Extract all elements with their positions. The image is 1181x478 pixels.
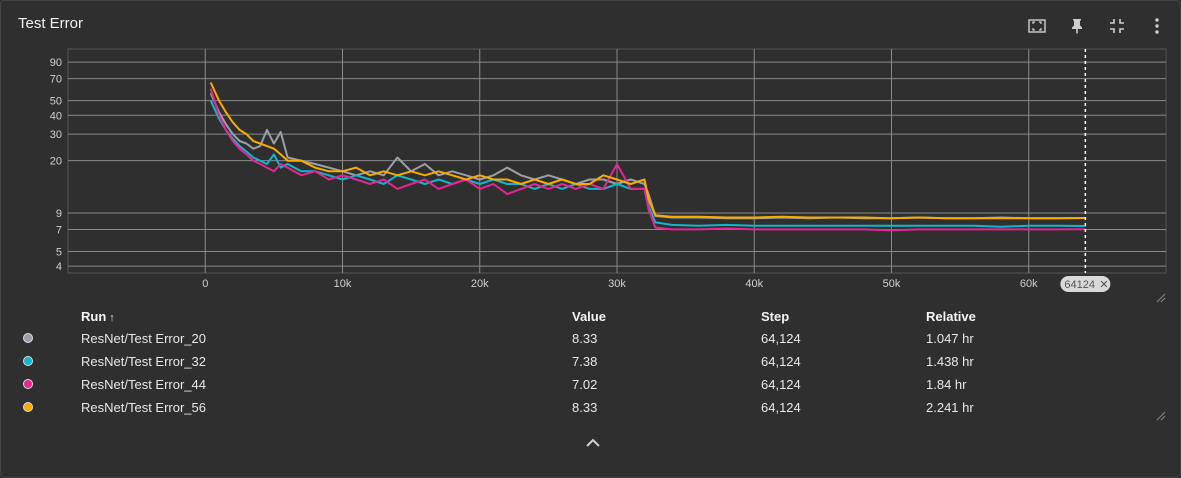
- table-row[interactable]: ResNet/Test Error_32 7.38 64,124 1.438 hr: [1, 351, 1181, 373]
- table-row[interactable]: ResNet/Test Error_44 7.02 64,124 1.84 hr: [1, 374, 1181, 396]
- value-cell: 7.38: [572, 354, 598, 369]
- step-cell: 64,124: [761, 331, 801, 346]
- y-tick-label: 90: [50, 57, 62, 69]
- card-title: Test Error: [18, 15, 84, 32]
- run-cell: ResNet/Test Error_56: [81, 400, 206, 415]
- step-marker-chip: [1060, 276, 1111, 292]
- x-tick-label: 20k: [471, 278, 489, 290]
- value-cell: 7.02: [572, 377, 598, 392]
- step-column-header[interactable]: Step: [761, 309, 790, 324]
- series-line: [209, 82, 1086, 220]
- step-cell: 64,124: [761, 400, 801, 415]
- y-tick-label: 40: [50, 110, 62, 122]
- step-cell: 64,124: [761, 354, 801, 369]
- y-tick-label: 7: [56, 224, 62, 236]
- y-tick-label: 20: [50, 156, 62, 168]
- step-cell: 64,124: [761, 377, 801, 392]
- y-tick-label: 30: [50, 129, 62, 141]
- run-color-swatch[interactable]: [23, 333, 33, 343]
- value-cell: 8.33: [572, 400, 598, 415]
- run-color-swatch[interactable]: [23, 379, 33, 389]
- collapse-card-icon[interactable]: [1106, 15, 1128, 37]
- run-color-swatch[interactable]: [23, 402, 33, 412]
- x-tick-label: 50k: [883, 278, 901, 290]
- relative-cell: 2.241 hr: [926, 400, 974, 415]
- x-tick-label: 40k: [745, 278, 763, 290]
- fit-to-data-icon[interactable]: [1026, 15, 1048, 37]
- more-vert-icon[interactable]: [1146, 15, 1168, 37]
- relative-cell: 1.438 hr: [926, 354, 974, 369]
- run-color-swatch[interactable]: [23, 356, 33, 366]
- run-cell: ResNet/Test Error_44: [81, 377, 206, 392]
- x-tick-label: 60k: [1020, 278, 1038, 290]
- series-line: [209, 88, 1086, 232]
- step-marker-label: 64124: [1064, 279, 1095, 291]
- step-marker-close-icon[interactable]: ✕: [1099, 279, 1108, 291]
- run-cell: ResNet/Test Error_32: [81, 354, 206, 369]
- table-row[interactable]: ResNet/Test Error_56 8.33 64,124 2.241 hr: [1, 397, 1181, 419]
- card-toolbar: [1026, 15, 1168, 37]
- x-tick-label: 30k: [608, 278, 626, 290]
- chart-resize-handle-icon[interactable]: [1156, 293, 1166, 303]
- run-column-header[interactable]: Run ↑: [81, 309, 115, 324]
- relative-cell: 1.047 hr: [926, 331, 974, 346]
- pin-icon[interactable]: [1066, 15, 1088, 37]
- series-line: [209, 100, 1086, 228]
- x-tick-label: 10k: [334, 278, 352, 290]
- value-cell: 8.33: [572, 331, 598, 346]
- value-column-header[interactable]: Value: [572, 309, 606, 324]
- y-tick-label: 4: [56, 261, 62, 273]
- x-tick-label: 0: [202, 278, 208, 290]
- y-tick-label: 9: [56, 208, 62, 220]
- relative-cell: 1.84 hr: [926, 377, 967, 392]
- table-header-row: Run ↑ Value Step Relative: [1, 306, 1181, 328]
- sort-arrow-up-icon: ↑: [109, 312, 115, 324]
- y-tick-label: 50: [50, 96, 62, 108]
- y-tick-label: 5: [56, 246, 62, 258]
- line-chart[interactable]: 4 5 7 9 20 30 40 50 70 90 0 10k 20k 30k 40k 50k 60k 64124…: [1, 41, 1181, 301]
- run-cell: ResNet/Test Error_20: [81, 331, 206, 346]
- relative-column-header[interactable]: Relative: [926, 309, 976, 324]
- y-tick-label: 70: [50, 74, 62, 86]
- table-row[interactable]: ResNet/Test Error_20 8.33 64,124 1.047 hr: [1, 328, 1181, 350]
- expand-less-icon[interactable]: [583, 433, 603, 453]
- table-resize-handle-icon[interactable]: [1156, 411, 1166, 421]
